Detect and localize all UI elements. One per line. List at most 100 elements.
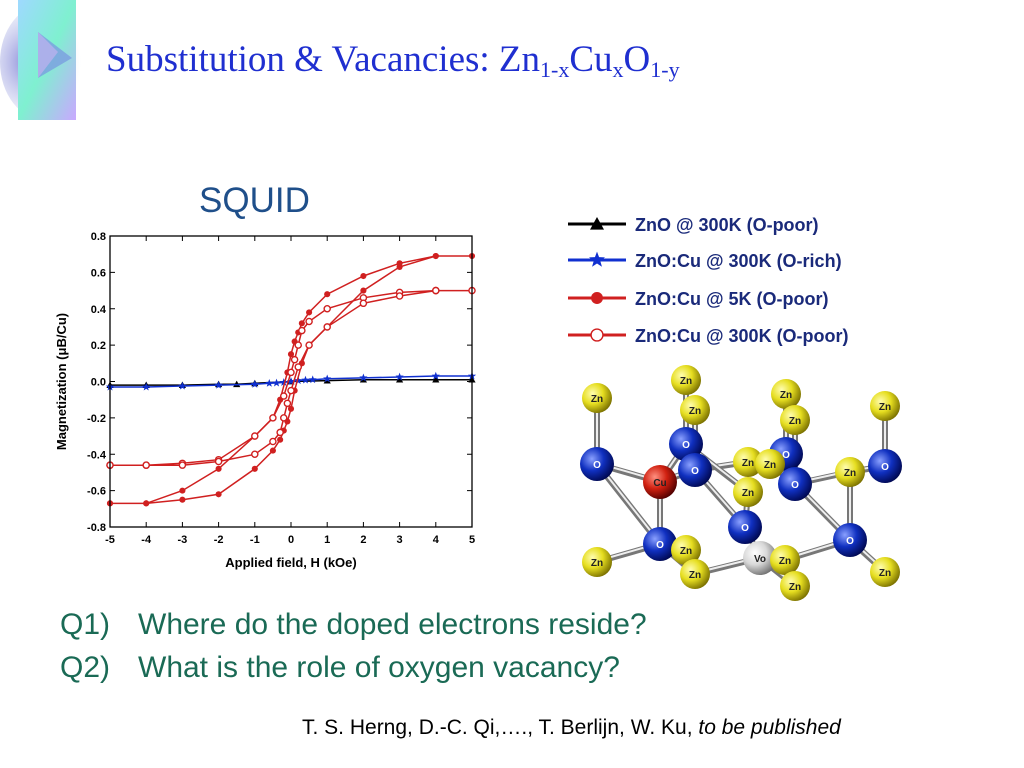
data-point: [298, 326, 306, 335]
o-atom-label: O: [741, 523, 749, 534]
data-point: [324, 291, 331, 298]
data-point: [251, 432, 259, 440]
o-atom-label: O: [782, 450, 790, 461]
data-point: [279, 392, 288, 400]
vo-atom-sphere: [743, 541, 777, 575]
o-atom-label: O: [691, 466, 699, 477]
zn-atom-label: Zn: [742, 458, 754, 469]
zn-atom: Zn: [733, 477, 763, 507]
data-point: [323, 304, 331, 313]
magnetization-chart: -5 -4 -3 -2 -1 0 1 2 3 4 5 -0.8 -0.6 -0.4 -0.2 0.0 0.2 0.…: [54, 231, 477, 570]
o-atom: O: [669, 427, 703, 461]
legend-item: ZnO @ 300K (O-poor): [560, 210, 920, 240]
data-point: [251, 450, 259, 459]
zn-atom-label: Zn: [680, 546, 692, 557]
data-point: [432, 376, 440, 383]
zn-atom-sphere: [771, 379, 801, 409]
zn-atom: Zn: [870, 391, 900, 421]
zn-atom-label: Zn: [742, 488, 754, 499]
zn-atom: Zn: [780, 571, 810, 601]
o-atom-label: O: [682, 440, 690, 451]
o-atom-label: O: [593, 460, 601, 471]
zn-atom: Zn: [582, 383, 612, 413]
o-atom-label: O: [846, 536, 854, 547]
legend-item: ZnO:Cu @ 5K (O-poor): [560, 284, 920, 314]
o-atom: O: [580, 447, 614, 481]
zn-atom-sphere: [582, 547, 612, 577]
legend-swatch: [568, 251, 626, 267]
data-point: [323, 323, 331, 331]
data-point: [306, 309, 313, 316]
y-tick-label: -0.6: [87, 486, 106, 498]
zn-atom: Zn: [733, 447, 763, 477]
legend-label: ZnO:Cu @ 300K (O-rich): [635, 251, 842, 271]
y-tick-label: 0.6: [91, 267, 106, 279]
data-point: [287, 368, 295, 377]
legend-swatch: [568, 292, 626, 304]
squid-label: SQUID: [199, 181, 310, 220]
zn-atom-label: Zn: [879, 568, 891, 579]
x-tick-label: 5: [469, 534, 475, 546]
series-line: [110, 255, 472, 505]
legend-label: ZnO @ 300K (O-poor): [635, 215, 819, 235]
legend-label: ZnO:Cu @ 300K (O-poor): [635, 326, 849, 346]
zn-atom-sphere: [733, 477, 763, 507]
x-tick-label: 2: [360, 534, 366, 546]
data-point: [432, 252, 439, 260]
legend-marker: [590, 217, 604, 230]
y-tick-label: -0.2: [87, 413, 106, 425]
data-point: [323, 374, 332, 383]
data-point: [305, 341, 313, 349]
data-point: [305, 317, 313, 326]
data-point: [294, 376, 303, 385]
o-atom: O: [833, 523, 867, 557]
legend-marker: [589, 251, 605, 267]
zn-atom-label: Zn: [689, 570, 701, 581]
question-1: Q1) Where do the doped electrons reside?: [60, 608, 647, 641]
zn-atom-sphere: [835, 457, 865, 487]
data-point: [294, 341, 302, 349]
data-point: [396, 263, 403, 270]
y-tick-label: 0.2: [91, 340, 106, 352]
zn-atom: Zn: [680, 395, 710, 425]
zn-atom-sphere: [780, 405, 810, 435]
data-point: [287, 386, 295, 395]
zn-atom: Zn: [771, 379, 801, 409]
data-point: [269, 447, 276, 454]
data-point: [287, 405, 295, 412]
x-tick-label: 1: [324, 534, 330, 546]
zn-atom-sphere: [870, 391, 900, 421]
data-point: [359, 299, 368, 308]
zn-atom-label: Zn: [689, 406, 701, 417]
page-title: Substitution & Vacancies: Zn1-xCuxO1-y: [106, 39, 680, 82]
y-tick-label: 0.4: [91, 304, 107, 316]
vo-atom: Vo: [743, 541, 777, 575]
zn-atom-sphere: [680, 395, 710, 425]
o-atom-label: O: [791, 480, 799, 491]
data-point: [432, 286, 440, 295]
data-point: [360, 272, 367, 280]
zn-atom-label: Zn: [879, 402, 891, 413]
zn-atom-label: Zn: [789, 582, 801, 593]
legend-swatch: [568, 217, 626, 230]
data-point: [214, 457, 223, 466]
zn-atom-sphere: [770, 545, 800, 575]
x-tick-label: 4: [433, 534, 440, 546]
data-point: [279, 378, 288, 386]
zn-atom: Zn: [671, 365, 701, 395]
y-tick-label: 0.8: [91, 231, 106, 243]
zn-atom-label: Zn: [844, 468, 856, 479]
chart-legend: ZnO @ 300K (O-poor) ZnO:Cu @ 300K (O-rich…: [560, 206, 920, 356]
o-atom-sphere: [833, 523, 867, 557]
data-point: [269, 414, 277, 422]
data-point: [215, 491, 222, 498]
o-atom-sphere: [669, 427, 703, 461]
legend-marker: [590, 328, 604, 342]
zn-atom: Zn: [680, 559, 710, 589]
data-point: [143, 500, 150, 507]
x-tick-label: -4: [141, 534, 152, 546]
zn-atom-sphere: [870, 557, 900, 587]
data-point: [395, 372, 404, 381]
legend-label: ZnO:Cu @ 5K (O-poor): [635, 289, 829, 309]
data-point: [359, 373, 368, 382]
